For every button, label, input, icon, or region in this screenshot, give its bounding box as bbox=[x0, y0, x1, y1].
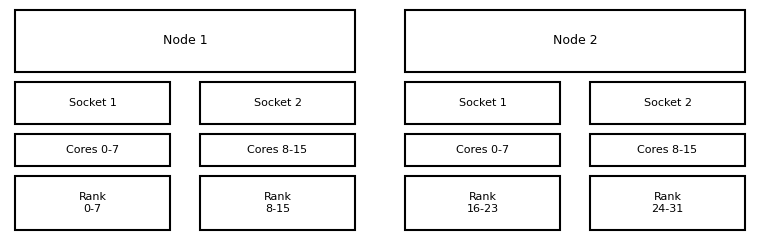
Bar bbox=[405, 10, 745, 72]
Bar bbox=[15, 134, 170, 166]
Text: Socket 2: Socket 2 bbox=[254, 98, 302, 108]
Bar bbox=[200, 176, 355, 230]
Text: Rank
8-15: Rank 8-15 bbox=[264, 192, 292, 214]
Text: Cores 8-15: Cores 8-15 bbox=[248, 145, 308, 155]
Bar bbox=[200, 134, 355, 166]
Bar bbox=[405, 176, 560, 230]
Bar bbox=[405, 82, 560, 124]
Text: Rank
24-31: Rank 24-31 bbox=[652, 192, 684, 214]
Text: Socket 1: Socket 1 bbox=[69, 98, 117, 108]
Text: Socket 1: Socket 1 bbox=[459, 98, 507, 108]
Text: Cores 0-7: Cores 0-7 bbox=[66, 145, 119, 155]
Bar bbox=[590, 134, 745, 166]
Bar bbox=[15, 82, 170, 124]
Bar bbox=[15, 10, 355, 72]
Bar bbox=[590, 82, 745, 124]
Text: Node 1: Node 1 bbox=[163, 35, 207, 47]
Text: Socket 2: Socket 2 bbox=[643, 98, 691, 108]
Text: Rank
16-23: Rank 16-23 bbox=[466, 192, 498, 214]
Text: Rank
0-7: Rank 0-7 bbox=[78, 192, 107, 214]
Bar bbox=[200, 82, 355, 124]
Bar bbox=[405, 134, 560, 166]
Text: Node 2: Node 2 bbox=[552, 35, 597, 47]
Text: Cores 0-7: Cores 0-7 bbox=[456, 145, 509, 155]
Bar bbox=[15, 176, 170, 230]
Bar bbox=[590, 176, 745, 230]
Text: Cores 8-15: Cores 8-15 bbox=[638, 145, 697, 155]
